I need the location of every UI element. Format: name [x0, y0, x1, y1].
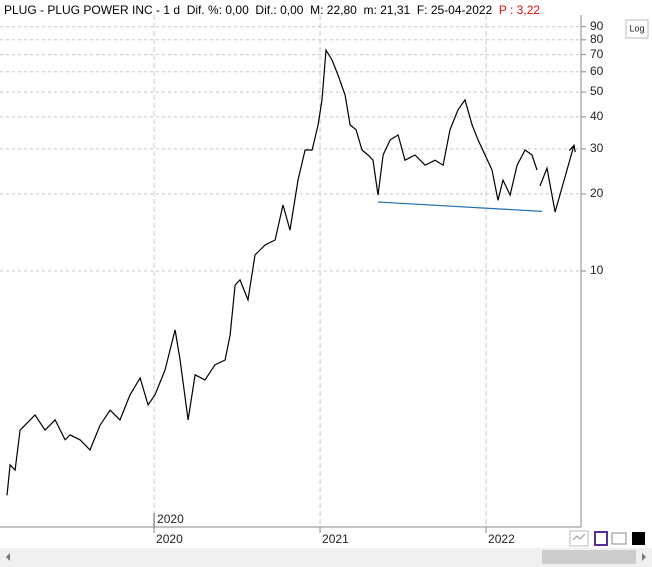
- y-tick-label: 90: [590, 19, 604, 33]
- stop-button[interactable]: [632, 532, 645, 545]
- pin-button[interactable]: [611, 532, 627, 545]
- y-tick-label: 40: [590, 109, 604, 123]
- y-tick-label: 10: [590, 263, 604, 277]
- x-tick-label: 2022: [488, 532, 515, 546]
- x-tick-label: 2020: [156, 532, 183, 546]
- y-tick-label: 60: [590, 64, 604, 78]
- last-value: P : 3,22: [498, 3, 541, 17]
- scroll-right[interactable]: [642, 553, 646, 561]
- price-line: [6, 48, 538, 496]
- y-tick-label: 70: [590, 47, 604, 61]
- stats: Dif. %: 0,00 Dif.: 0,00 M: 22,80 m: 21,3…: [186, 3, 493, 17]
- log-button-label: Log: [629, 23, 644, 33]
- forecast-line: [539, 145, 575, 213]
- y-tick-label: 50: [590, 84, 604, 98]
- scrollbar[interactable]: [0, 548, 652, 567]
- y-tick-label: 30: [590, 141, 604, 155]
- arrow-head: [568, 143, 576, 153]
- y-tick-label: 80: [590, 32, 604, 46]
- symbol: PLUG - PLUG POWER INC - 1 d: [4, 3, 181, 17]
- scroll-thumb[interactable]: [542, 550, 636, 564]
- x-tick-label: 2021: [322, 532, 349, 546]
- scroll-left[interactable]: [6, 553, 10, 561]
- trend-line: [377, 201, 543, 212]
- save-button[interactable]: [594, 531, 608, 546]
- period-marker-label: 2020: [157, 512, 184, 526]
- zoom-icon: [572, 533, 586, 541]
- y-tick-label: 20: [590, 186, 604, 200]
- log-button[interactable]: [625, 19, 649, 39]
- header: PLUG - PLUG POWER INC - 1 d Dif. %: 0,00…: [4, 3, 540, 17]
